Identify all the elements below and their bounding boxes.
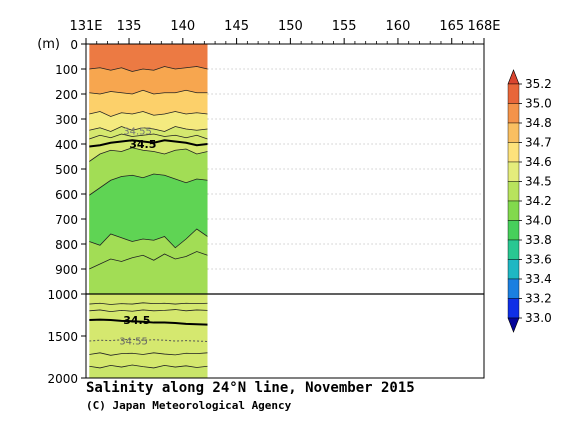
colorbar-label-6: 34.2 [525, 194, 552, 208]
upper-contour-line-0 [89, 66, 208, 72]
lower-contour-line-2 [89, 352, 208, 356]
chart-credit: (C) Japan Meteorological Agency [86, 399, 292, 412]
colorbar-label-2: 34.8 [525, 116, 552, 130]
colorbar-swatch-4 [507, 161, 520, 182]
colorbar-swatch-8 [507, 239, 520, 260]
colorbar-swatch-9 [507, 259, 520, 280]
lower-salinity-band-0 [89, 294, 208, 378]
colorbar-label-12: 33.0 [525, 311, 552, 325]
x-tick-label-4: 150 [278, 19, 303, 34]
colorbar-label-4: 34.6 [525, 155, 552, 169]
colorbar-label-7: 34.0 [525, 214, 552, 228]
x-tick-label-7: 165 [439, 19, 464, 34]
colorbar-swatch-7 [507, 220, 520, 241]
lower-salinity-band-1 [89, 364, 208, 378]
plot-frame [85, 43, 485, 379]
upper-contour-line-6 [89, 173, 208, 196]
y-unit-label: (m) [37, 37, 60, 52]
colorbar-swatch-11 [507, 298, 520, 319]
upper-contour-line-2 [89, 111, 208, 117]
y-upper-tick-label-0: 0 [70, 38, 78, 52]
upper-contour-line-1 [89, 89, 208, 95]
y-upper-tick-label-1: 100 [55, 63, 78, 77]
colorbar-label-0: 35.2 [525, 77, 552, 91]
colorbar-label-11: 33.2 [525, 292, 552, 306]
colorbar-bottom-arrow [507, 317, 520, 333]
colorbar-swatch-0 [507, 83, 520, 104]
y-lower-tick-label-1: 2000 [47, 372, 78, 386]
upper-contour-line-3 [89, 126, 208, 132]
upper-contour-line-7 [89, 228, 208, 249]
chart-title: Salinity along 24°N line, November 2015 [86, 380, 415, 396]
y-upper-tick-label-5: 500 [55, 163, 78, 177]
colorbar-label-9: 33.6 [525, 253, 552, 267]
y-upper-tick-label-10: 1000 [47, 288, 78, 302]
x-tick-label-3: 145 [224, 19, 249, 34]
lower-contour-line-1 [89, 309, 208, 313]
colorbar-top-arrow [507, 69, 520, 85]
colorbar-swatch-1 [507, 103, 520, 124]
x-tick-label-0: 131E [69, 19, 102, 34]
lower-contour-line-0 [89, 302, 208, 305]
colorbar-swatch-3 [507, 142, 520, 163]
contour-label-0: 34.5 [129, 138, 156, 151]
x-tick-label-6: 160 [386, 19, 411, 34]
lower-contour-line-3 [89, 364, 208, 369]
x-tick-label-2: 140 [170, 19, 195, 34]
colorbar-label-5: 34.5 [525, 175, 552, 189]
contour-label-2: 34.5 [123, 314, 150, 327]
contour-label-3: 34.55 [119, 337, 148, 348]
y-upper-tick-label-7: 700 [55, 213, 78, 227]
colorbar-label-8: 33.8 [525, 233, 552, 247]
colorbar-swatch-10 [507, 278, 520, 299]
x-tick-label-8: 168E [467, 19, 500, 34]
upper-salinity-band-7 [89, 229, 208, 294]
contour-label-1: 34.55 [123, 127, 152, 138]
upper-contour-34-5-bold [89, 139, 208, 148]
y-upper-tick-label-9: 900 [55, 263, 78, 277]
upper-contour-line-8 [89, 251, 208, 270]
y-upper-tick-label-8: 800 [55, 238, 78, 252]
upper-contour-line-4 [89, 133, 208, 140]
colorbar-swatch-6 [507, 200, 520, 221]
gridlines [207, 68, 484, 270]
x-axis: 131E 135 140 145 150 155 160 165 168E [69, 19, 501, 44]
y-upper-tick-label-6: 600 [55, 188, 78, 202]
upper-contour-line-5 [89, 147, 208, 162]
y-upper-tick-label-3: 300 [55, 113, 78, 127]
colorbar-legend: 35.2 35.0 34.8 34.7 34.6 34.5 34.2 34.0 33.8 33.6… [507, 69, 552, 333]
x-tick-label-1: 135 [117, 19, 142, 34]
colorbar-swatch-5 [507, 181, 520, 202]
x-tick-label-5: 155 [332, 19, 357, 34]
colorbar-label-1: 35.0 [525, 97, 552, 111]
colorbar-label-3: 34.7 [525, 136, 552, 150]
y-axis: 0 100 200 300 400 500 600 700 800 900 1000 1500 2000 [47, 38, 86, 386]
y-upper-tick-label-2: 200 [55, 88, 78, 102]
y-upper-tick-label-4: 400 [55, 138, 78, 152]
lower-contour-34-5-bold [89, 318, 208, 326]
colorbar-swatch-2 [507, 122, 520, 143]
colorbar-label-10: 33.4 [525, 272, 552, 286]
y-lower-tick-label-0: 1500 [47, 330, 78, 344]
